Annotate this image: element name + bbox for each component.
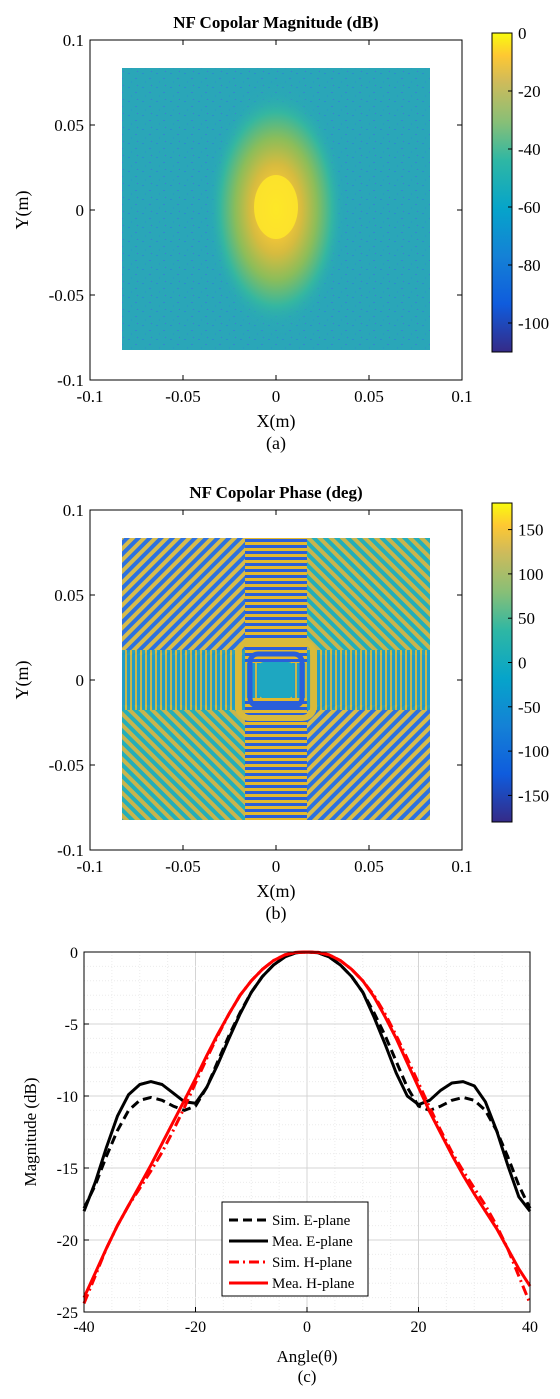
y-tick-label: -0.05 xyxy=(49,286,84,305)
y-tick-label: -0.1 xyxy=(57,371,84,390)
y-tick-label: 0.1 xyxy=(63,501,84,520)
colorbar-tick-label: -20 xyxy=(518,82,541,101)
colorbar-tick-label: -80 xyxy=(518,256,541,275)
colorbar-tick-label: 0 xyxy=(518,24,527,43)
axis-ticks: -40 -20 0 20 40 0 -5 -10 -15 -20 -25 xyxy=(57,945,538,1336)
x-tick-label: 0 xyxy=(272,387,281,406)
colorbar xyxy=(491,32,513,353)
x-tick-label: -0.05 xyxy=(165,387,200,406)
x-tick-label: -0.1 xyxy=(77,857,104,876)
chart-title: NF Copolar Phase (deg) xyxy=(189,483,362,502)
colorbar-tick-label: -100 xyxy=(518,314,549,333)
x-tick-label: 0.1 xyxy=(451,857,472,876)
legend-label: Sim. H-plane xyxy=(272,1255,352,1271)
colorbar-tick-label: 0 xyxy=(518,654,527,673)
legend: Sim. E-plane Mea. E-plane Sim. H-plane Mea.… xyxy=(221,1201,369,1297)
y-tick-label: -15 xyxy=(57,1161,78,1178)
y-axis-label: Magnitude (dB) xyxy=(21,1077,40,1186)
y-tick-label: 0.1 xyxy=(63,31,84,50)
phase-upper-left-lobe xyxy=(122,538,245,655)
phase-ring-outer xyxy=(235,639,317,721)
y-tick-label: -10 xyxy=(57,1089,78,1106)
panel-caption: (c) xyxy=(298,1367,317,1386)
radiation-pattern-line-chart: -40 -20 0 20 40 0 -5 -10 -15 -20 -25 Sim. E-plane M… xyxy=(21,945,538,1386)
x-tick-label: -0.05 xyxy=(165,857,200,876)
phase-upper-right-lobe xyxy=(307,538,430,655)
y-tick-label: 0.05 xyxy=(54,116,84,135)
x-tick-label: -40 xyxy=(73,1319,94,1336)
y-axis-label: Y(m) xyxy=(12,191,33,230)
colorbar-tick-label: 150 xyxy=(518,521,544,540)
legend-label: Mea. E-plane xyxy=(272,1234,353,1250)
phase-lower-right-lobe xyxy=(307,705,430,820)
chart-title: NF Copolar Magnitude (dB) xyxy=(173,13,378,32)
phase-ring-mid xyxy=(247,651,305,709)
legend-box xyxy=(221,1201,369,1297)
colorbar-ticks: 150 100 50 0 -50 -100 -150 xyxy=(508,521,549,805)
panel-caption: (b) xyxy=(266,903,287,924)
x-axis-label: X(m) xyxy=(257,411,296,432)
x-tick-label: 0.05 xyxy=(354,857,384,876)
x-tick-label: 0 xyxy=(272,857,281,876)
y-tick-label: -20 xyxy=(57,1233,78,1250)
colorbar-tick-label: -60 xyxy=(518,198,541,217)
x-tick-label: 0.05 xyxy=(354,387,384,406)
legend-label: Sim. E-plane xyxy=(272,1213,351,1229)
colorbar-tick-label: -150 xyxy=(518,786,549,805)
colorbar-tick-label: -100 xyxy=(518,742,549,761)
legend-label: Mea. H-plane xyxy=(272,1276,355,1292)
y-tick-label: 0 xyxy=(70,945,78,962)
y-tick-label: -0.05 xyxy=(49,756,84,775)
colorbar-tick-label: 50 xyxy=(518,609,535,628)
x-tick-label: -0.1 xyxy=(77,387,104,406)
y-tick-label: 0.05 xyxy=(54,586,84,605)
colorbar-tick-label: -50 xyxy=(518,698,541,717)
y-tick-label: 0 xyxy=(76,201,85,220)
y-tick-label: -5 xyxy=(65,1017,78,1034)
x-axis-label: X(m) xyxy=(257,881,296,902)
phase-lower-left-lobe xyxy=(122,705,245,820)
phase-center xyxy=(258,662,294,698)
x-tick-label: 20 xyxy=(411,1319,427,1336)
heatmap-peak xyxy=(254,175,298,239)
phase-heatmap-chart: NF Copolar Phase (deg) -0.1 -0.05 0 0.05 0.1… xyxy=(12,483,549,924)
y-tick-label: 0 xyxy=(76,671,85,690)
panel-caption: (a) xyxy=(266,433,286,454)
y-axis-label: Y(m) xyxy=(12,661,33,700)
x-tick-label: -20 xyxy=(185,1319,206,1336)
x-tick-label: 40 xyxy=(522,1319,538,1336)
y-tick-label: -0.1 xyxy=(57,841,84,860)
axis-ticks: -0.1 -0.05 0 0.05 0.1 0.1 0.05 0 -0.05 -0.1 xyxy=(49,31,473,406)
x-axis-label: Angle(θ) xyxy=(276,1347,337,1366)
colorbar-tick-label: -40 xyxy=(518,140,541,159)
magnitude-heatmap-chart: NF Copolar Magnitude (dB) -0.1 -0.05 0 0.05… xyxy=(12,13,549,454)
y-tick-label: -25 xyxy=(57,1305,78,1322)
colorbar-ticks: 0 -20 -40 -60 -80 -100 xyxy=(508,24,549,333)
x-tick-label: 0 xyxy=(303,1319,311,1336)
axis-ticks: -0.1 -0.05 0 0.05 0.1 0.1 0.05 0 -0.05 -0.1 xyxy=(49,501,473,876)
x-tick-label: 0.1 xyxy=(451,387,472,406)
colorbar-tick-label: 100 xyxy=(518,565,544,584)
